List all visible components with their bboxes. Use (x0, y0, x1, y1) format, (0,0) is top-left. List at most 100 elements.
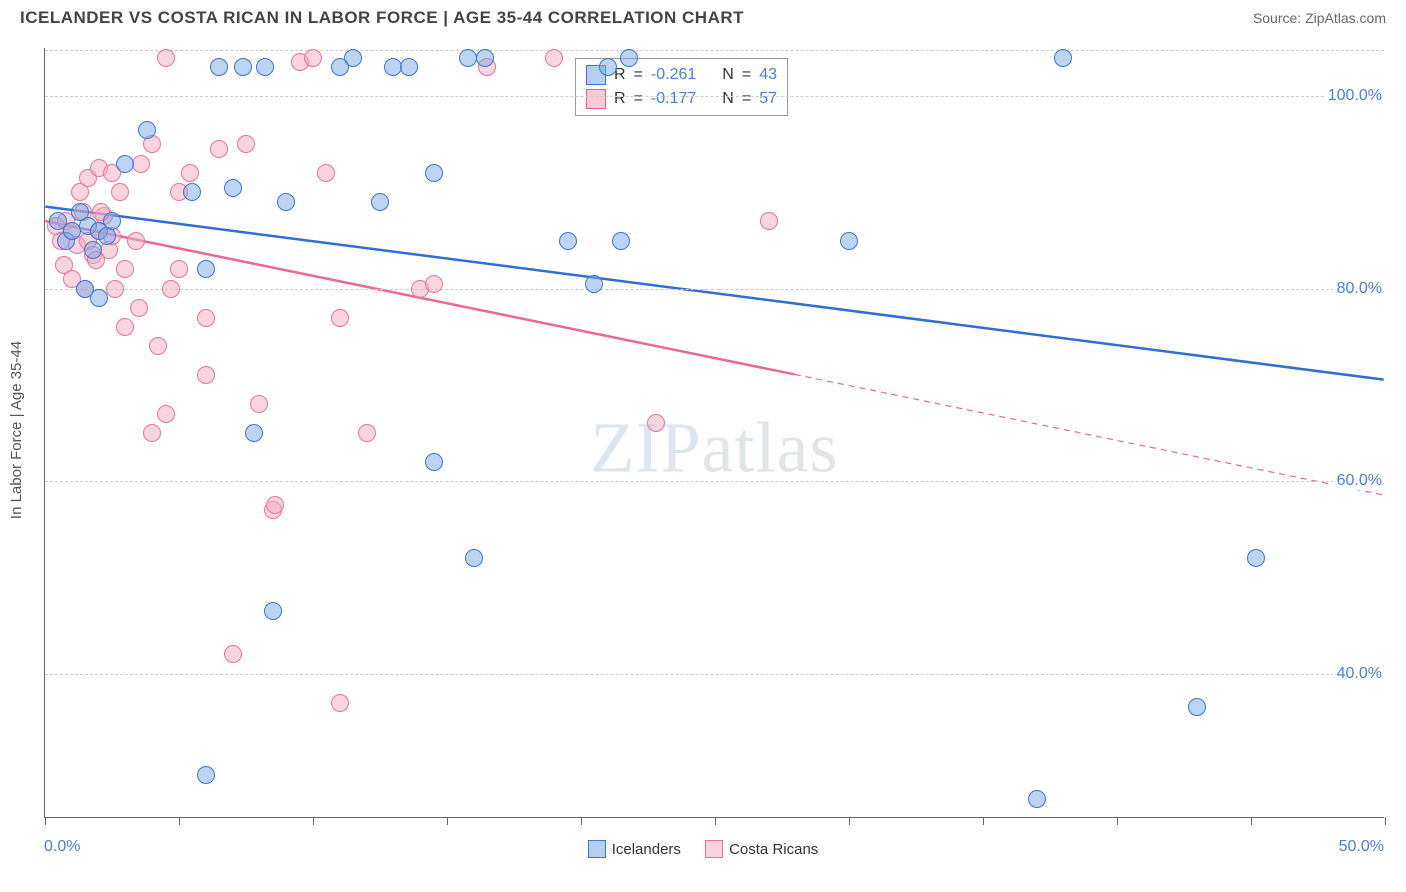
y-tick-label: 100.0% (1324, 87, 1386, 105)
data-point (250, 395, 268, 413)
x-tick (1385, 817, 1386, 825)
data-point (106, 280, 124, 298)
data-point (245, 424, 263, 442)
data-point (138, 121, 156, 139)
eq: = (634, 87, 643, 111)
data-point (358, 424, 376, 442)
data-point (612, 232, 630, 250)
r-label: R (614, 87, 626, 111)
data-point (197, 260, 215, 278)
data-point (599, 58, 617, 76)
legend-label-blue: Icelanders (612, 841, 681, 858)
data-point (210, 140, 228, 158)
x-tick (313, 817, 314, 825)
watermark-zip: ZIP (591, 407, 702, 487)
data-point (476, 49, 494, 67)
data-point (143, 424, 161, 442)
x-tick (45, 817, 46, 825)
series-legend: Icelanders Costa Ricans (0, 840, 1406, 862)
legend-label-pink: Costa Ricans (729, 841, 818, 858)
chart-title: ICELANDER VS COSTA RICAN IN LABOR FORCE … (20, 8, 744, 28)
data-point (149, 337, 167, 355)
data-point (331, 694, 349, 712)
data-point (224, 179, 242, 197)
data-point (103, 212, 121, 230)
x-tick (849, 817, 850, 825)
y-tick-label: 80.0% (1333, 280, 1386, 298)
eq: = (742, 63, 751, 87)
data-point (183, 183, 201, 201)
r-value-pink: -0.177 (651, 87, 696, 111)
data-point (84, 241, 102, 259)
data-point (1247, 549, 1265, 567)
source-label: Source: ZipAtlas.com (1253, 10, 1386, 26)
data-point (157, 405, 175, 423)
data-point (1028, 790, 1046, 808)
data-point (130, 299, 148, 317)
x-tick (179, 817, 180, 825)
data-point (371, 193, 389, 211)
n-label: N (722, 63, 734, 87)
x-tick (447, 817, 448, 825)
data-point (197, 309, 215, 327)
y-tick-label: 40.0% (1333, 665, 1386, 683)
data-point (197, 766, 215, 784)
scatter-plot: ZIPatlas R = -0.261 N = 43 R = -0.177 N … (44, 48, 1384, 818)
data-point (116, 318, 134, 336)
data-point (170, 260, 188, 278)
x-tick (1117, 817, 1118, 825)
swatch-pink (586, 89, 606, 109)
x-tick (1251, 817, 1252, 825)
data-point (157, 49, 175, 67)
eq: = (742, 87, 751, 111)
data-point (400, 58, 418, 76)
data-point (237, 135, 255, 153)
data-point (317, 164, 335, 182)
y-axis-title: In Labor Force | Age 35-44 (8, 341, 25, 519)
data-point (264, 602, 282, 620)
data-point (266, 496, 284, 514)
data-point (304, 49, 322, 67)
gridline (45, 289, 1384, 290)
gridline (45, 96, 1384, 97)
n-label: N (722, 87, 734, 111)
data-point (1188, 698, 1206, 716)
eq: = (634, 63, 643, 87)
header: ICELANDER VS COSTA RICAN IN LABOR FORCE … (0, 0, 1406, 34)
data-point (181, 164, 199, 182)
data-point (90, 289, 108, 307)
data-point (132, 155, 150, 173)
data-point (1054, 49, 1072, 67)
data-point (331, 58, 349, 76)
n-value-pink: 57 (759, 87, 777, 111)
data-point (760, 212, 778, 230)
swatch-blue (588, 840, 606, 858)
data-point (116, 155, 134, 173)
x-tick (715, 817, 716, 825)
gridline (45, 674, 1384, 675)
data-point (840, 232, 858, 250)
data-point (197, 366, 215, 384)
n-value-blue: 43 (759, 63, 777, 87)
watermark-atlas: atlas (702, 407, 839, 487)
data-point (545, 49, 563, 67)
legend-row-pink: R = -0.177 N = 57 (586, 87, 777, 111)
legend-item-pink: Costa Ricans (705, 840, 818, 858)
x-tick (581, 817, 582, 825)
data-point (116, 260, 134, 278)
data-point (210, 58, 228, 76)
data-point (331, 309, 349, 327)
data-point (234, 58, 252, 76)
data-point (559, 232, 577, 250)
data-point (277, 193, 295, 211)
data-point (162, 280, 180, 298)
data-point (425, 275, 443, 293)
r-value-blue: -0.261 (651, 63, 696, 87)
watermark: ZIPatlas (591, 406, 839, 489)
data-point (647, 414, 665, 432)
data-point (585, 275, 603, 293)
data-point (425, 164, 443, 182)
data-point (111, 183, 129, 201)
swatch-pink (705, 840, 723, 858)
data-point (256, 58, 274, 76)
